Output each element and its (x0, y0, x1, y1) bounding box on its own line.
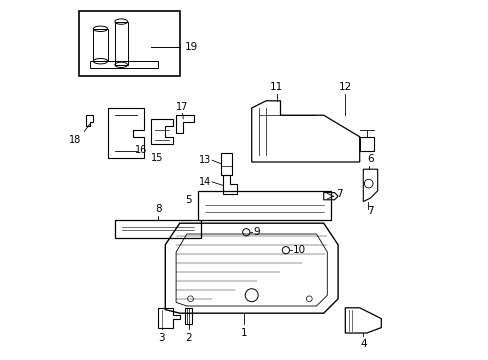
Text: 6: 6 (366, 154, 373, 164)
Text: 16: 16 (134, 145, 147, 155)
Text: 8: 8 (155, 204, 161, 214)
Text: 7: 7 (366, 206, 373, 216)
Text: 4: 4 (359, 339, 366, 349)
Text: 3: 3 (158, 333, 164, 343)
Bar (79, 11, 179, 76)
Bar (115, 22, 127, 65)
Text: 12: 12 (338, 82, 351, 92)
Text: 17: 17 (176, 102, 188, 112)
Text: 2: 2 (185, 333, 192, 343)
Text: 7: 7 (336, 189, 342, 199)
Text: 18: 18 (69, 135, 81, 145)
Text: 19: 19 (185, 42, 198, 52)
Text: 9: 9 (253, 227, 260, 237)
Text: 11: 11 (270, 82, 283, 92)
Text: 10: 10 (292, 245, 305, 255)
Text: 13: 13 (199, 155, 211, 165)
Text: 14: 14 (199, 177, 211, 187)
Text: 1: 1 (241, 328, 247, 338)
Bar (93, 29, 107, 61)
Text: 5: 5 (185, 195, 192, 205)
Bar (221, 153, 231, 175)
Text: 15: 15 (151, 153, 163, 163)
